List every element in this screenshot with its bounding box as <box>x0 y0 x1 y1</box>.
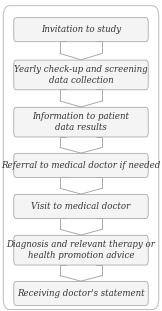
Text: Diagnosis and relevant therapy or
health promotion advice: Diagnosis and relevant therapy or health… <box>7 240 155 260</box>
FancyBboxPatch shape <box>14 281 148 305</box>
FancyBboxPatch shape <box>14 60 148 90</box>
Text: Visit to medical doctor: Visit to medical doctor <box>31 202 131 211</box>
Text: Invitation to study: Invitation to study <box>41 25 121 34</box>
Text: Receiving doctor's statement: Receiving doctor's statement <box>17 289 145 298</box>
Text: Referral to medical doctor if needed: Referral to medical doctor if needed <box>1 161 161 170</box>
FancyBboxPatch shape <box>14 107 148 137</box>
FancyBboxPatch shape <box>14 194 148 218</box>
FancyBboxPatch shape <box>14 153 148 177</box>
Text: Yearly check-up and screening
data collection: Yearly check-up and screening data colle… <box>14 65 148 85</box>
FancyBboxPatch shape <box>14 235 148 265</box>
FancyBboxPatch shape <box>14 18 148 42</box>
Text: Information to patient
data results: Information to patient data results <box>33 112 129 132</box>
